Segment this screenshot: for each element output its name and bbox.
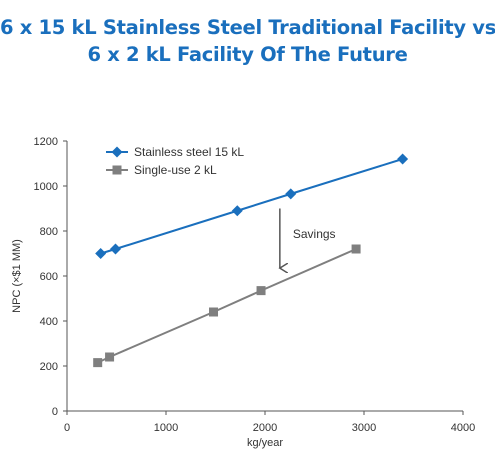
- x-tick-label: 1000: [154, 422, 178, 434]
- axes: 0 200 400 600 800 1000 1200 0 1000 2000 3000 4000 kg…: [11, 136, 475, 449]
- single-use-point: [105, 352, 115, 362]
- single-use-point: [209, 307, 219, 317]
- y-tick-label: 800: [40, 226, 58, 238]
- x-tick-label: 0: [64, 422, 70, 434]
- y-tick-label: 1000: [34, 181, 58, 193]
- title-line-1: 6 x 15 kL Stainless Steel Traditional Fa…: [0, 16, 495, 39]
- y-tick-label: 200: [40, 361, 58, 373]
- y-tick-label: 400: [40, 316, 58, 328]
- legend-label: Stainless steel 15 kL: [134, 145, 244, 159]
- y-tick-label: 600: [40, 271, 58, 283]
- legend-marker: [111, 146, 123, 158]
- stainless-point: [95, 248, 107, 259]
- stainless-point: [397, 153, 409, 165]
- stainless-point: [110, 243, 122, 255]
- x-tick-label: 2000: [253, 422, 277, 434]
- x-tick-label: 4000: [451, 422, 475, 434]
- y-axis-title: NPC (×$1 MM): [11, 239, 23, 313]
- stainless-point: [231, 205, 243, 217]
- y-tick-label: 0: [52, 406, 58, 418]
- x-axis-title: kg/year: [247, 437, 283, 449]
- stainless-point: [285, 188, 297, 200]
- legend: Stainless steel 15 kL Single-use 2 kL: [106, 145, 244, 177]
- savings-label: Savings: [293, 227, 336, 241]
- legend-marker: [112, 165, 122, 175]
- x-tick-label: 3000: [352, 422, 376, 434]
- series-group: [93, 153, 409, 368]
- chart-title: 6 x 15 kL Stainless Steel Traditional Fa…: [0, 14, 495, 68]
- annotations: Savings: [280, 208, 336, 269]
- title-line-2: 6 x 2 kL Facility Of The Future: [87, 43, 408, 66]
- series-line-single-use: [97, 248, 357, 364]
- y-tick-label: 1200: [34, 136, 58, 148]
- single-use-point: [256, 286, 266, 296]
- single-use-point: [93, 358, 103, 368]
- legend-label: Single-use 2 kL: [134, 163, 217, 177]
- single-use-point: [351, 244, 361, 254]
